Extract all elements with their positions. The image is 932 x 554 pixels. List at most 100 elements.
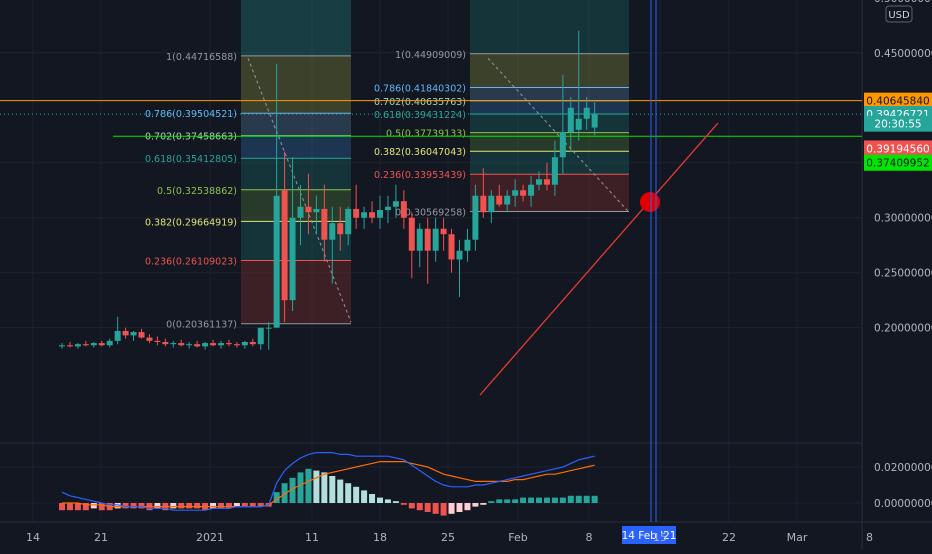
macd-histogram-bar bbox=[416, 503, 423, 511]
macd-histogram-bar bbox=[559, 497, 566, 503]
candle-body bbox=[122, 330, 129, 336]
macd-histogram-bar bbox=[392, 501, 399, 503]
macd-histogram-bar bbox=[114, 503, 121, 509]
fib-right-band bbox=[470, 53, 629, 88]
macd-histogram-bar bbox=[440, 503, 447, 516]
crosshair-date-label: 14 Feb '21 bbox=[622, 530, 677, 542]
currency-button[interactable]: USD bbox=[888, 10, 910, 21]
candle-body bbox=[384, 206, 391, 211]
macd-histogram-bar bbox=[257, 503, 264, 507]
fib-left-level-label: 0.382(0.29664919) bbox=[145, 217, 237, 228]
fib-left-level-label: 0.5(0.32538862) bbox=[157, 186, 237, 197]
axes: 14212021111825Feb81522Mar80.550000000.50… bbox=[26, 0, 932, 544]
macd-histogram-bar bbox=[321, 472, 328, 503]
currency-button-box[interactable] bbox=[885, 5, 913, 23]
candle-body bbox=[337, 223, 344, 235]
y-tick-label: 0.30000000 bbox=[874, 213, 932, 225]
fib-right-level-label: 0.786(0.41840302) bbox=[374, 84, 466, 95]
macd-histogram-bar bbox=[377, 497, 383, 503]
macd-histogram-bar bbox=[178, 503, 185, 509]
candle-body bbox=[369, 212, 376, 218]
candle-body bbox=[551, 157, 558, 185]
macd-histogram-bar bbox=[536, 497, 542, 503]
candle-body bbox=[138, 332, 145, 338]
candle-body bbox=[297, 206, 304, 218]
trend-line bbox=[479, 122, 719, 396]
macd-histogram-bar bbox=[138, 503, 145, 509]
candle-body bbox=[218, 343, 224, 346]
candle-body bbox=[353, 208, 360, 218]
macd-histogram-bar bbox=[313, 470, 320, 503]
fib-right-level-label: 0.702(0.40635763) bbox=[374, 97, 466, 108]
macd-histogram-bar bbox=[551, 497, 558, 503]
fib-left-band bbox=[241, 135, 351, 159]
x-tick-label: 25 bbox=[441, 531, 455, 544]
candle-body bbox=[114, 330, 121, 341]
macd-y-tick-label: 0.02000000 bbox=[874, 462, 932, 474]
macd-histogram-bar bbox=[170, 503, 177, 509]
candle-body bbox=[178, 343, 185, 346]
candle-body bbox=[424, 228, 431, 251]
macd-histogram-bar bbox=[233, 503, 240, 507]
fib-right-diagonal bbox=[487, 57, 630, 213]
y-tick-label: 0.25000000 bbox=[874, 268, 932, 280]
fib-right-level-label: 0.236(0.33953439) bbox=[374, 170, 466, 181]
macd-panel bbox=[59, 452, 598, 516]
price-tag-label: 0.40645840 bbox=[866, 96, 929, 108]
macd-histogram-bar bbox=[480, 503, 487, 505]
macd-histogram-bar bbox=[154, 503, 161, 509]
macd-histogram-bar bbox=[337, 479, 344, 503]
fib-right-level-label: 0.5(0.37739133) bbox=[386, 129, 466, 140]
candle-body bbox=[146, 337, 153, 341]
macd-histogram-bar bbox=[130, 503, 137, 509]
candle-body bbox=[543, 179, 550, 185]
candle-body bbox=[432, 228, 439, 251]
fib-right-band bbox=[470, 87, 629, 101]
overlays: 14 Feb '21 bbox=[479, 0, 719, 544]
macd-histogram-bar bbox=[82, 503, 89, 511]
macd-histogram-bar bbox=[488, 501, 495, 503]
price-tag-box bbox=[864, 115, 932, 132]
candle-body bbox=[313, 208, 320, 213]
candle-body bbox=[82, 344, 89, 346]
candle-body bbox=[496, 195, 503, 205]
fib-right-level-label: 1(0.44909009) bbox=[395, 50, 466, 61]
macd-histogram-bar bbox=[448, 503, 455, 514]
candle-body bbox=[74, 344, 81, 347]
candle-body bbox=[106, 340, 113, 346]
macd-histogram-bar bbox=[194, 503, 201, 509]
candle-body bbox=[90, 343, 97, 346]
candle-body bbox=[583, 107, 590, 119]
y-tick-label: 0.45000000 bbox=[874, 48, 932, 60]
macd-histogram-bar bbox=[512, 499, 519, 503]
fib-left-level-label: 1(0.44716588) bbox=[166, 52, 237, 63]
macd-histogram-bar bbox=[329, 476, 336, 503]
candle-body bbox=[416, 228, 423, 251]
candle-body bbox=[456, 250, 463, 260]
macd-histogram-bar bbox=[424, 503, 431, 512]
candle-body bbox=[257, 327, 264, 345]
x-tick-label: 8 bbox=[586, 531, 593, 544]
candle-body bbox=[567, 107, 574, 132]
intersection-marker bbox=[640, 192, 660, 212]
macd-histogram-bar bbox=[583, 495, 590, 503]
fib-left-top-band bbox=[241, 0, 351, 56]
candle-body bbox=[504, 195, 511, 205]
macd-histogram-bar bbox=[472, 503, 479, 507]
macd-histogram-bar bbox=[400, 503, 407, 505]
candle-body bbox=[162, 341, 169, 345]
candle-body bbox=[194, 344, 201, 347]
candle-body bbox=[448, 234, 455, 260]
fib-right-band bbox=[470, 0, 629, 54]
fib-left-level-label: 0.786(0.39504521) bbox=[145, 109, 237, 120]
candle-body bbox=[512, 190, 519, 196]
candle-body bbox=[392, 201, 399, 207]
candle-body bbox=[170, 343, 177, 345]
fib-left-band bbox=[241, 260, 351, 324]
candle-body bbox=[377, 210, 383, 218]
fib-right-level-label: 0.618(0.39431224) bbox=[374, 110, 466, 121]
candle-body bbox=[480, 195, 487, 213]
fib-right-level-label: 0.382(0.36047043) bbox=[374, 147, 466, 158]
